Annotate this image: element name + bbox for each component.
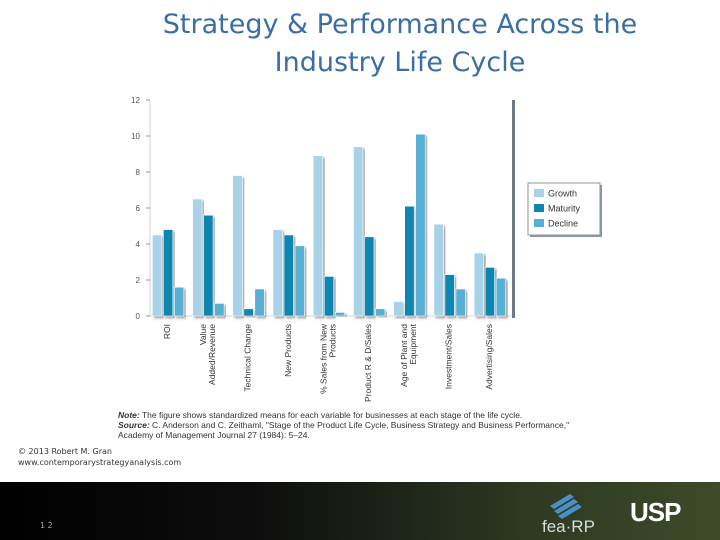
footer-band (0, 482, 720, 540)
bar-decline (214, 303, 225, 317)
x-tick-label: Added/Revenue (207, 324, 217, 385)
svg-text:fea·RP: fea·RP (542, 517, 595, 536)
bar-maturity (444, 274, 455, 317)
page-number: 1 2 (40, 521, 53, 530)
note-label: Note: (118, 410, 140, 420)
fea-rp-logo: fea·RP (542, 494, 595, 536)
bar-maturity (364, 236, 375, 317)
legend-label: Growth (548, 189, 577, 199)
bar-decline (455, 288, 466, 317)
y-tick-label: 0 (136, 312, 141, 321)
bar-maturity (243, 308, 254, 317)
source-label: Source: (118, 420, 150, 430)
bar-growth (393, 301, 404, 317)
bar-growth (353, 146, 364, 317)
copyright: © 2013 Robert M. Gran www.contemporaryst… (18, 446, 181, 468)
x-tick-label: Products (328, 324, 338, 358)
bar-maturity (283, 234, 294, 317)
x-tick-label: Value (198, 324, 208, 345)
x-tick-label: Investment/Sales (444, 324, 454, 389)
x-tick-label: ROI (162, 324, 172, 339)
legend-swatch-maturity (534, 204, 544, 212)
bar-decline (294, 245, 305, 317)
y-tick-label: 4 (136, 240, 141, 249)
chart-note: Note: The figure shows standardized mean… (118, 410, 588, 440)
bar-growth (152, 234, 163, 317)
bar-maturity (323, 276, 335, 317)
usp-logo: USP (630, 497, 682, 526)
copyright-author: © 2013 Robert M. Gran (18, 447, 112, 456)
x-tick-label: Product R & D/Sales (363, 324, 373, 402)
x-tick-label: Age of Plant and (399, 324, 409, 387)
bar-growth (433, 223, 444, 317)
legend-label: Maturity (548, 204, 581, 214)
copyright-website: www.contemporarystrategyanalysis.com (18, 458, 182, 467)
y-tick-label: 10 (131, 132, 140, 141)
y-tick-label: 6 (136, 204, 141, 213)
bar-maturity (163, 229, 174, 317)
bar-maturity (484, 267, 495, 317)
bar-growth (272, 229, 283, 317)
legend-swatch-decline (534, 219, 544, 227)
bar-growth (473, 252, 484, 317)
bar-decline (334, 312, 346, 317)
bar-decline (375, 308, 386, 317)
bar-decline (174, 286, 185, 317)
x-tick-label: New Products (283, 324, 293, 377)
svg-text:USP: USP (630, 497, 681, 526)
bar-decline (254, 288, 265, 317)
bar-maturity (203, 214, 214, 317)
x-tick-label: Technical Change (243, 324, 253, 392)
bar-decline (495, 277, 506, 317)
slide-title: Strategy & Performance Across the Indust… (162, 9, 638, 78)
bar-maturity (404, 205, 415, 317)
x-tick-label: Equipment (408, 323, 418, 364)
source-text: C. Anderson and C. Zeithaml, "Stage of t… (118, 420, 570, 440)
bar-growth (312, 155, 324, 317)
x-tick-label: % Sales from New (319, 323, 329, 394)
y-tick-label: 8 (136, 168, 141, 177)
y-tick-label: 12 (131, 96, 140, 105)
plot-frame-right (512, 100, 515, 318)
bar-decline (415, 133, 426, 317)
legend-swatch-growth (534, 189, 544, 197)
y-tick-label: 2 (136, 276, 141, 285)
bar-growth (232, 175, 243, 317)
x-tick-label: Advertising/Sales (484, 324, 494, 390)
bar-chart: 0 2 4 6 8 10 12 ROI Value Added/Revenue Technical … (131, 96, 602, 402)
legend-label: Decline (548, 219, 578, 229)
bar-growth (192, 198, 203, 317)
note-text: The figure shows standardized means for … (139, 410, 523, 420)
